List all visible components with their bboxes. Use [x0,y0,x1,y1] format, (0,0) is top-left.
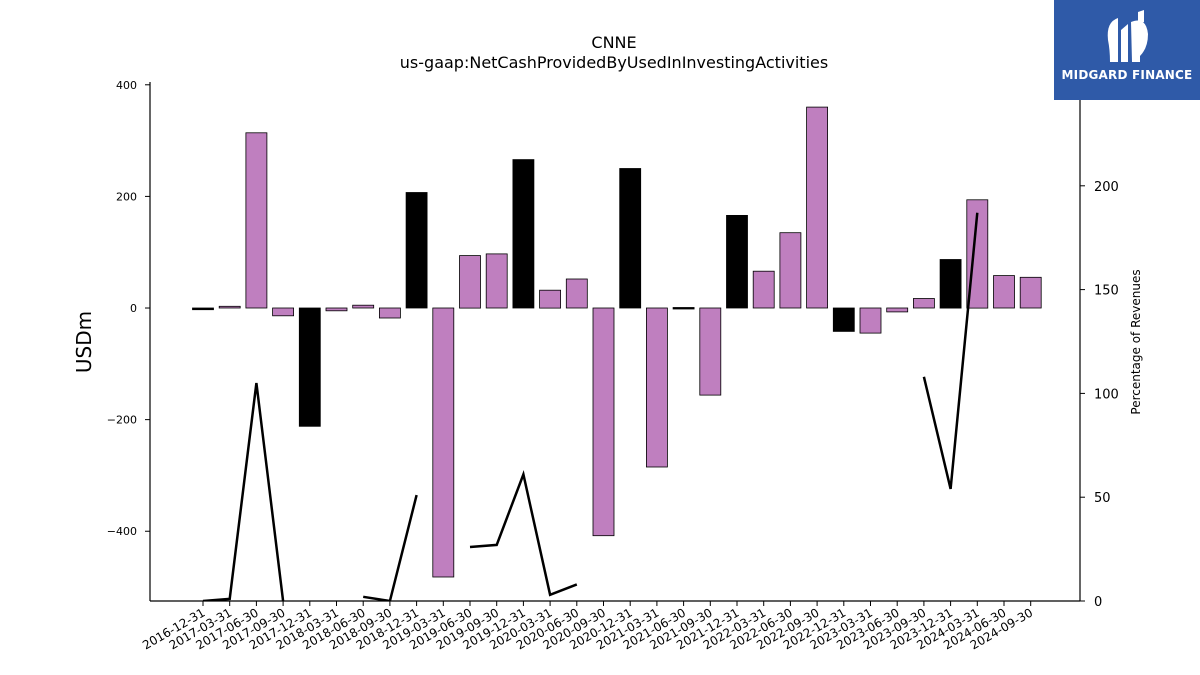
bar-2024-09-30 [1019,276,1042,309]
bar-2018-03-31 [325,307,348,312]
bar-2022-03-31 [752,270,775,309]
bar-2020-03-31 [539,289,561,309]
percentage-line-segment [922,212,979,490]
y2-tick-label: 0 [1094,595,1102,610]
bar-2018-12-31 [405,192,428,309]
y-tick-label: 200 [116,190,137,203]
y2-tick-label: 100 [1094,387,1119,402]
bar-2020-12-31 [619,168,642,309]
bar-2023-03-31 [859,307,882,334]
chart-title: CNNE [591,33,636,52]
bar-2017-06-30 [245,132,268,309]
percentage-line-segment [469,470,578,597]
bar-2022-09-30 [806,106,828,309]
bar-2021-06-30 [672,307,695,310]
y2-tick-label: 200 [1094,180,1119,195]
bar-2017-03-31 [218,305,241,309]
bar-2020-09-30 [592,307,615,537]
bar-2024-06-30 [993,275,1015,309]
y2-tick-label: 150 [1094,284,1119,299]
y-tick-label: −200 [107,414,137,427]
y2-axis-label: Percentage of Revenues [1129,269,1143,414]
logo-mark-icon [1107,10,1148,62]
y2-tick-label: 50 [1094,491,1111,506]
bar-2023-09-30 [913,298,935,309]
y-axis-label: USDm [72,311,96,373]
bar-2019-09-30 [485,253,508,309]
y-tick-label: 0 [130,302,137,315]
bar-2021-03-31 [646,307,668,468]
bar-2021-09-30 [699,307,722,396]
bar-2019-06-30 [459,255,481,309]
bar-2023-12-31 [939,259,962,309]
bar-2022-06-30 [779,232,802,309]
y-tick-label: 400 [116,79,137,92]
bar-2021-12-31 [726,214,748,309]
bar-2020-06-30 [565,278,588,309]
y-tick-label: −400 [107,525,137,538]
percentage-line-segment [202,382,285,601]
logo-text: MIDGARD FINANCE [1061,68,1193,82]
percentage-line-segment [363,494,418,601]
bar-2024-03-31 [966,199,989,309]
bar-2016-12-31 [192,307,214,311]
bar-2022-12-31 [832,307,855,332]
bar-2018-06-30 [352,304,375,309]
bar-2019-12-31 [512,159,535,309]
midgard-finance-logo: MIDGARD FINANCE [1054,0,1200,100]
bar-2017-09-30 [272,307,295,317]
bars-layer [192,106,1042,578]
bar-2019-03-31 [432,307,455,578]
bar-2017-12-31 [298,307,321,427]
chart-subtitle: us-gaap:NetCashProvidedByUsedInInvesting… [400,53,828,72]
bar-2023-06-30 [886,307,909,313]
bar-2018-09-30 [378,307,401,319]
percentage-line-layer [202,212,979,601]
